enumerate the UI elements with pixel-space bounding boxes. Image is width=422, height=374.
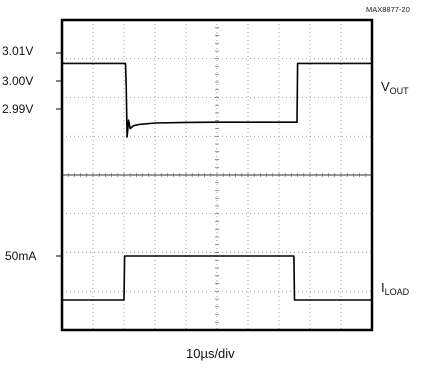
vout-tick-label-2-99: 2.99V (2, 102, 34, 116)
vout-tick-label-3-01: 3.01V (2, 44, 34, 58)
iload-label-main: I (381, 280, 385, 295)
vout-tick-label-3-00: 3.00V (2, 74, 34, 88)
vout-series-label: VOUT (381, 80, 409, 98)
x-axis-scale-label: 10µs/div (186, 346, 235, 361)
vout-label-sub: OUT (389, 86, 409, 96)
iload-label-sub: LOAD (384, 287, 410, 297)
iload-series-label: ILOAD (381, 281, 409, 299)
iload-trace (62, 255, 372, 301)
vout-trace (62, 62, 372, 138)
plot-frame (60, 18, 374, 332)
iload-tick-label-50ma: 50mA (5, 249, 37, 263)
figure-reference: MAX8877-20 (366, 5, 410, 14)
vout-label-main: V (381, 79, 390, 94)
